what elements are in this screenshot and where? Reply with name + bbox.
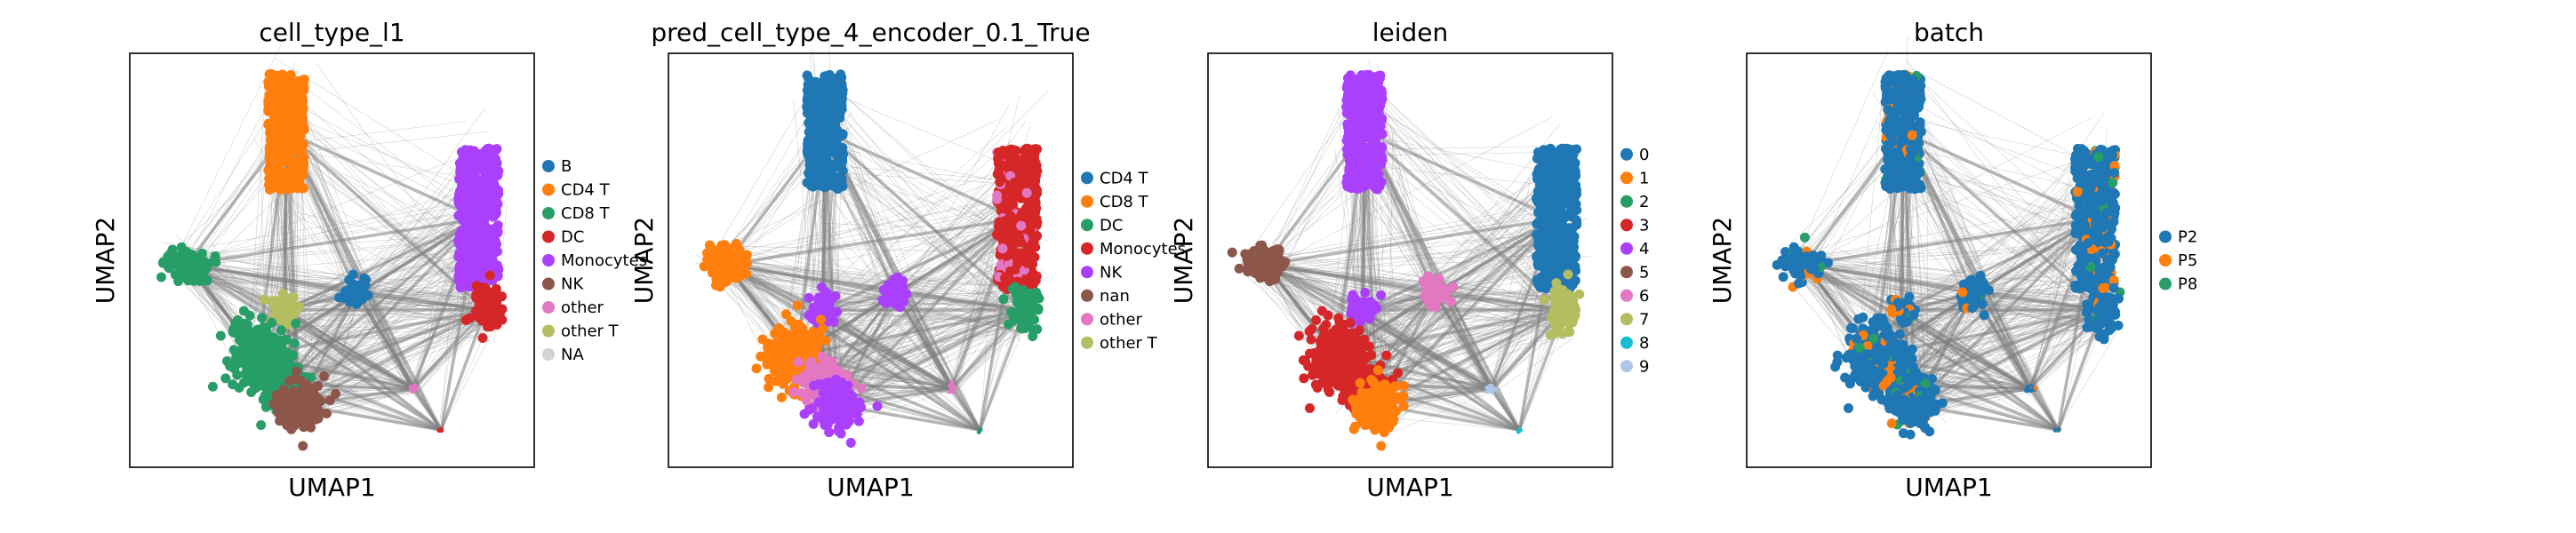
x-axis-label: UMAP1 — [827, 473, 915, 502]
legend-marker — [1620, 289, 1633, 302]
plot-frame — [1207, 52, 1613, 468]
legend-label: 0 — [1639, 146, 1649, 164]
legend-marker — [1081, 195, 1093, 208]
legend-marker — [542, 277, 555, 290]
legend-marker — [1620, 242, 1633, 255]
plot-frame — [668, 52, 1074, 468]
legend-marker — [1620, 360, 1633, 373]
graph-edges — [1773, 37, 2122, 434]
scatter-points — [1772, 69, 2125, 440]
legend-marker — [542, 324, 555, 338]
umap-panel-2: pred_cell_type_4_encoder_0.1_True UMAP1 UM… — [629, 18, 1186, 502]
scatter-points — [156, 68, 508, 451]
legend-label: P5 — [2178, 251, 2197, 270]
legend-label: 2 — [1639, 193, 1649, 211]
y-axis-label: UMAP2 — [1169, 217, 1198, 305]
legend-label: 3 — [1639, 216, 1649, 235]
legend-marker — [542, 301, 555, 314]
legend-marker — [542, 160, 555, 172]
legend-marker — [1081, 171, 1093, 185]
legend-marker — [1620, 266, 1633, 279]
legend-label: B — [561, 157, 572, 176]
legend-label: CD8 T — [561, 204, 611, 223]
umap-panel-4: batch UMAP1 UMAP2 P2 P5 P8 — [1708, 18, 2197, 502]
y-axis-label: UMAP2 — [91, 217, 120, 305]
scatter-points — [699, 69, 1044, 448]
plot-frame — [129, 52, 535, 468]
legend-label: 1 — [1639, 169, 1649, 187]
legend-marker — [542, 207, 555, 219]
legend-label: 7 — [1639, 310, 1649, 329]
legend: P2 P5 P8 — [2159, 228, 2197, 294]
legend-marker — [1620, 313, 1633, 326]
legend-label: Monocytes — [561, 251, 647, 270]
legend-marker — [1620, 195, 1633, 208]
legend-label: 5 — [1639, 263, 1649, 282]
legend-label: P2 — [2178, 228, 2197, 247]
legend-marker — [1081, 336, 1093, 349]
panel-title: batch — [1914, 18, 1984, 47]
legend-marker — [1081, 242, 1093, 255]
legend-label: other T — [561, 322, 620, 341]
legend-label: NA — [561, 346, 584, 364]
scatter-points — [1227, 69, 1585, 451]
legend-marker — [1081, 266, 1093, 279]
legend-label: Monocytes — [1100, 240, 1186, 259]
umap-panel-3: leiden UMAP1 UMAP2 0 1 2 3 4 5 6 7 8 9 — [1169, 18, 1649, 502]
graph-edges — [158, 40, 508, 433]
x-axis-label: UMAP1 — [1905, 473, 1993, 502]
legend-marker — [1620, 219, 1633, 232]
legend-label: DC — [561, 228, 584, 247]
legend-label: CD8 T — [1100, 193, 1149, 211]
legend: B CD4 T CD8 T DC Monocytes NK other other T NA — [542, 157, 647, 364]
legend-marker — [542, 348, 555, 361]
plot-frame — [1746, 52, 2152, 468]
legend-marker — [542, 183, 555, 196]
legend-label: 9 — [1639, 357, 1649, 376]
legend-marker — [1081, 313, 1093, 326]
legend-marker — [1620, 336, 1633, 349]
x-axis-label: UMAP1 — [1366, 473, 1454, 502]
legend-label: CD4 T — [1100, 169, 1149, 187]
panel-title: leiden — [1372, 18, 1449, 47]
legend: CD4 T CD8 T DC Monocytes NK nan other other T — [1081, 169, 1186, 353]
legend-marker — [2159, 254, 2172, 266]
legend-label: P8 — [2178, 275, 2197, 294]
y-axis-label: UMAP2 — [1708, 217, 1737, 305]
legend: 0 1 2 3 4 5 6 7 8 9 — [1620, 146, 1649, 376]
legend-label: other — [561, 298, 604, 317]
panel-title: cell_type_l1 — [259, 18, 404, 47]
x-axis-label: UMAP1 — [288, 473, 376, 502]
legend-marker — [542, 254, 555, 266]
y-axis-label: UMAP2 — [629, 217, 659, 305]
legend-label: nan — [1100, 287, 1130, 306]
legend-marker — [1081, 219, 1093, 232]
legend-label: CD4 T — [561, 181, 611, 200]
legend-marker — [2159, 230, 2172, 243]
umap-panel-1: cell_type_l1 UMAP1 UMAP2 B CD4 T CD8 T DC Monoc… — [91, 18, 647, 502]
legend-marker — [1620, 147, 1633, 161]
legend-label: 4 — [1639, 240, 1649, 259]
legend-label: DC — [1100, 216, 1123, 235]
legend-marker — [1081, 289, 1093, 302]
legend-marker — [1620, 171, 1633, 185]
legend-label: other T — [1100, 334, 1158, 353]
legend-label: NK — [1100, 263, 1123, 282]
panel-title: pred_cell_type_4_encoder_0.1_True — [651, 18, 1090, 47]
legend-label: 6 — [1639, 287, 1649, 306]
legend-label: 8 — [1639, 334, 1649, 353]
legend-marker — [542, 230, 555, 243]
legend-label: NK — [561, 275, 584, 294]
legend-label: other — [1100, 310, 1143, 329]
legend-marker — [2159, 277, 2172, 290]
